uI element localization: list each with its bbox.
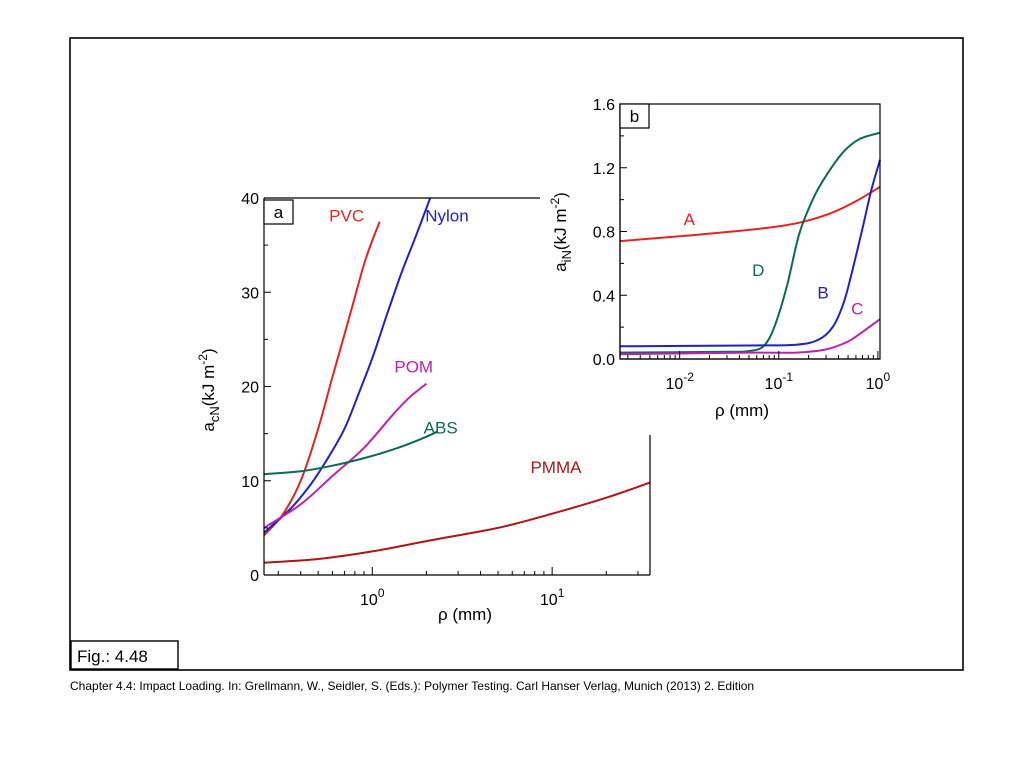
panel-b-y-tick-label: 0.4 [593, 288, 615, 305]
panel-a-y-tick-label: 0 [250, 568, 259, 585]
panel-b-label-box [619, 103, 650, 129]
svg-text:acN(kJ m-2): acN(kJ m-2) [196, 348, 222, 431]
panel-b-y-tick-label: 0.0 [593, 352, 615, 369]
panel-a-series-labels: PVC Nylon POM ABS PMMA [329, 207, 582, 478]
panel-b-x-tick-label: 10-1 [765, 370, 794, 393]
panel-a-series-abs-line [263, 430, 438, 476]
panel-b-series-a-label: A [684, 210, 696, 229]
panel-a-y-tick-label: 10 [241, 474, 259, 491]
panel-b-series-a-line [619, 186, 881, 243]
panel-b-y-tick-label: 1.2 [593, 161, 615, 178]
svg-text:aiN(kJ m-2): aiN(kJ m-2) [548, 192, 574, 272]
panel-a-y-tick-label: 30 [241, 285, 259, 302]
panel-a-series-nylon-line [263, 197, 432, 534]
panel-b-x-axis-label: ρ (mm) [715, 401, 769, 420]
panel-b-y-tick-label: 1.6 [593, 97, 615, 114]
panel-a-label-box [263, 199, 294, 225]
panel-b-series-c-line [619, 318, 881, 356]
panel-a-series-pom-label: POM [394, 357, 433, 376]
panel-b-series-b-label: B [817, 283, 828, 302]
panel-b-y-axis-label: aiN(kJ m-2) [548, 192, 574, 272]
panel-a-series-pom-line [263, 382, 428, 529]
figure-caption: Chapter 4.4: Impact Loading. In: Grellma… [70, 679, 755, 693]
panel-a-y-axis-label: acN(kJ m-2) [196, 348, 222, 431]
figure-frame [69, 37, 964, 671]
panel-a-y-tick-label: 20 [241, 380, 259, 397]
panel-a-x-tick-label: 101 [540, 586, 565, 609]
panel-b-series-c-label: C [851, 299, 863, 318]
panel-b-chart: 0.0 0.4 0.8 1.2 1.6 10-2 10-1 100 A D B C b ρ (mm)… [548, 97, 890, 420]
panel-b-background [620, 104, 880, 360]
panel-a-series-pmma-label: PMMA [530, 458, 582, 477]
panel-b-series-d-line [619, 131, 881, 354]
panel-a-axes [263, 197, 651, 576]
panel-a-label: a [274, 203, 284, 222]
panel-a-x-axis-label: ρ (mm) [438, 605, 492, 624]
panel-b-label: b [630, 107, 639, 126]
panel-b-series-d-label: D [752, 261, 764, 280]
panel-a-series-pmma-line [263, 481, 651, 564]
panel-a-curves [263, 197, 651, 564]
panel-a-series-pvc-label: PVC [329, 207, 364, 226]
panel-b-series-labels: A D B C [684, 210, 864, 318]
panel-a-ticks: 0 10 20 30 40 100 101 [241, 191, 639, 609]
panel-b-x-tick-label: 10-2 [665, 370, 694, 393]
figure-number: Fig.: 4.48 [77, 647, 148, 666]
figure-number-box [70, 640, 179, 670]
panel-b-series-b-line [619, 159, 881, 348]
panel-b-ticks: 0.0 0.4 0.8 1.2 1.6 10-2 10-1 100 [593, 97, 891, 393]
panel-a-x-tick-label: 100 [360, 586, 385, 609]
panel-b-curves [619, 131, 881, 356]
panel-b-y-tick-label: 0.8 [593, 225, 615, 242]
panel-a-series-pvc-line [263, 221, 381, 537]
panel-b-x-tick-label: 100 [866, 370, 891, 393]
panel-a-series-abs-label: ABS [424, 419, 458, 438]
panel-a-y-tick-label: 40 [241, 191, 259, 208]
panel-a-chart: 0 10 20 30 40 100 101 PVC Nylon POM ABS PMMA a ρ (… [196, 191, 651, 624]
panel-a-series-nylon-label: Nylon [425, 207, 468, 226]
